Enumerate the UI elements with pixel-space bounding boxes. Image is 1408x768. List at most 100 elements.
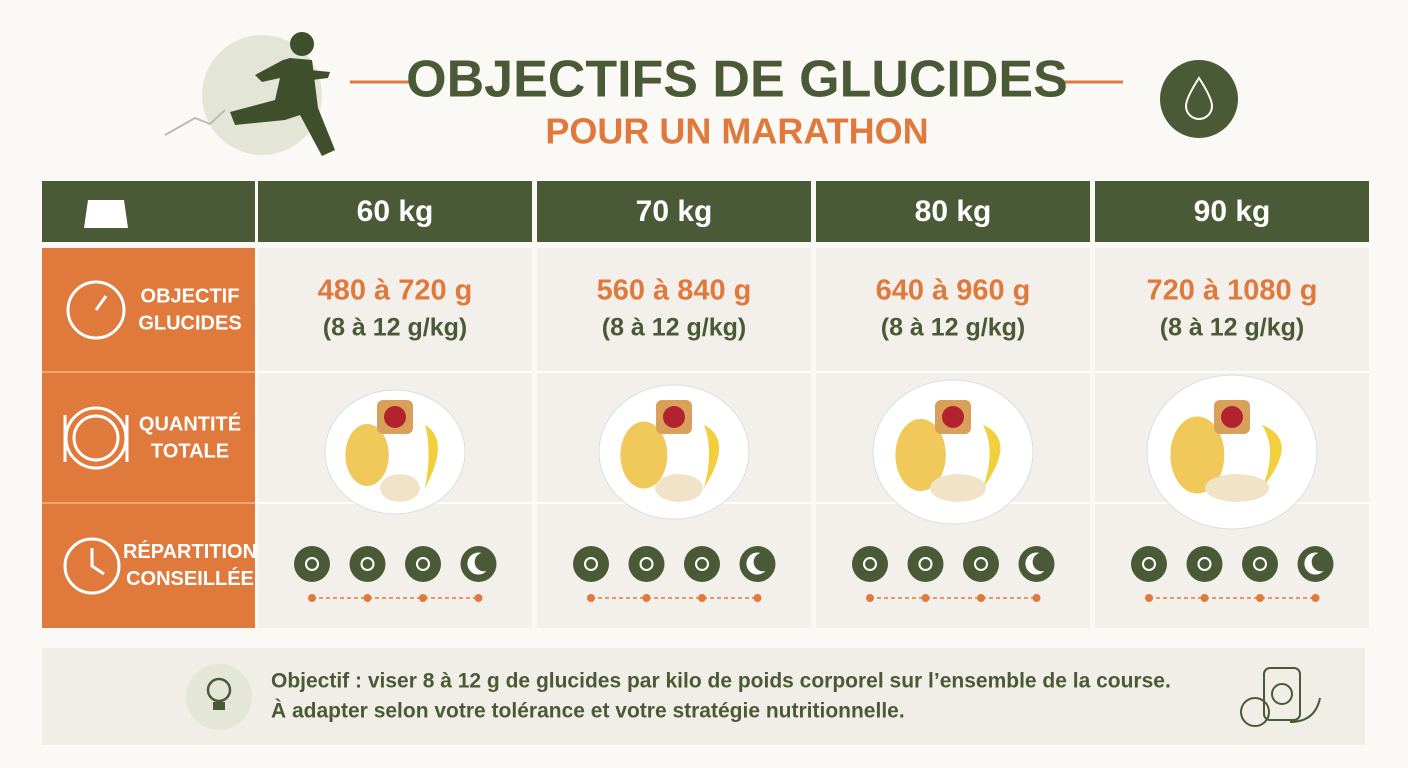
sun <box>1197 557 1212 571</box>
row-label: CONSEILLÉE <box>126 567 254 590</box>
jam <box>663 406 685 428</box>
moon <box>746 552 766 575</box>
row-icons <box>63 280 129 595</box>
time-icon <box>1018 546 1055 582</box>
row-label: TOTALE <box>151 440 229 462</box>
subtitle: POUR UN MARATHON <box>545 111 928 152</box>
title: OBJECTIFS DE GLUCIDES <box>406 51 1068 109</box>
sun <box>863 557 877 571</box>
time-dot <box>698 594 706 602</box>
jam <box>1221 406 1243 428</box>
footer-line: Objectif : viser 8 à 12 g de glucides pa… <box>271 670 1171 693</box>
time-icon <box>294 546 330 582</box>
pasta <box>620 421 668 489</box>
sun <box>639 557 654 571</box>
column-header-label: 60 kg <box>357 195 434 228</box>
pasta <box>895 419 946 491</box>
pasta <box>345 424 389 486</box>
moon <box>1304 552 1324 575</box>
label-column <box>42 248 255 628</box>
target-text: 480 à 720 g <box>318 275 473 307</box>
pasta <box>1170 416 1225 494</box>
time-icon <box>739 546 776 582</box>
sun <box>584 557 598 571</box>
time-icon <box>405 546 441 582</box>
time-icon <box>1131 546 1167 582</box>
runner-icon <box>164 32 335 156</box>
time-dot <box>921 594 930 602</box>
time-icon <box>349 546 386 582</box>
moon <box>467 552 487 575</box>
banana <box>1262 425 1282 488</box>
sun <box>1253 557 1267 571</box>
plate <box>1146 374 1318 530</box>
time-dot <box>1256 594 1264 602</box>
snack <box>655 474 703 502</box>
time-dot <box>977 594 985 602</box>
time-icon <box>907 546 944 582</box>
row-label: QUANTITÉ <box>139 412 241 435</box>
time-icon <box>460 546 497 582</box>
column-header-label: 80 kg <box>915 195 992 228</box>
column-header-label: 90 kg <box>1194 195 1271 228</box>
row-label: GLUCIDES <box>138 312 241 334</box>
time-icon <box>1242 546 1278 582</box>
sun <box>918 557 933 571</box>
ratio-text: (8 à 12 g/kg) <box>881 314 1026 342</box>
plate <box>872 379 1034 525</box>
time-icon <box>1297 546 1334 582</box>
banana <box>425 425 438 488</box>
time-dot <box>363 594 372 602</box>
bulb-icon <box>186 664 252 730</box>
target-text: 560 à 840 g <box>597 275 752 307</box>
snack <box>930 474 986 502</box>
snack <box>1205 474 1269 502</box>
row-label: RÉPARTITION <box>123 540 257 563</box>
sun <box>695 557 709 571</box>
plate <box>324 389 466 515</box>
ratio-text: (8 à 12 g/kg) <box>1160 314 1305 342</box>
sun <box>360 557 375 571</box>
time-icon <box>628 546 665 582</box>
column-header-label: 70 kg <box>636 195 713 228</box>
footer-box <box>42 648 1365 745</box>
sun <box>1142 557 1156 571</box>
time-dot <box>1200 594 1209 602</box>
time-dot <box>474 594 483 602</box>
time-dot <box>1032 594 1041 602</box>
time-dot <box>419 594 427 602</box>
time-icon <box>963 546 999 582</box>
column-header <box>1095 181 1369 242</box>
ratio-text: (8 à 12 g/kg) <box>602 314 747 342</box>
jam <box>384 406 406 428</box>
time-icon <box>852 546 888 582</box>
sun <box>416 557 430 571</box>
snack <box>380 474 420 502</box>
column-header <box>537 181 811 242</box>
target-text: 640 à 960 g <box>876 275 1031 307</box>
sun <box>974 557 988 571</box>
column-header <box>258 181 532 242</box>
time-icon <box>573 546 609 582</box>
ratio-text: (8 à 12 g/kg) <box>323 314 468 342</box>
column-header <box>816 181 1090 242</box>
time-dot <box>642 594 651 602</box>
plate <box>598 384 750 520</box>
footer-line: À adapter selon votre tolérance et votre… <box>271 700 905 723</box>
target-text: 720 à 1080 g <box>1147 275 1318 307</box>
sun <box>305 557 319 571</box>
time-dot <box>753 594 762 602</box>
time-icon <box>684 546 720 582</box>
header-corner <box>42 181 255 242</box>
drop-icon <box>1160 60 1238 138</box>
row-label: OBJECTIF <box>141 285 240 307</box>
time-icon <box>1186 546 1223 582</box>
moon <box>1025 552 1045 575</box>
time-dot <box>1311 594 1320 602</box>
banana <box>704 425 720 488</box>
food-icon <box>1240 667 1321 727</box>
banana <box>983 425 1001 488</box>
scale-icon <box>84 200 128 228</box>
